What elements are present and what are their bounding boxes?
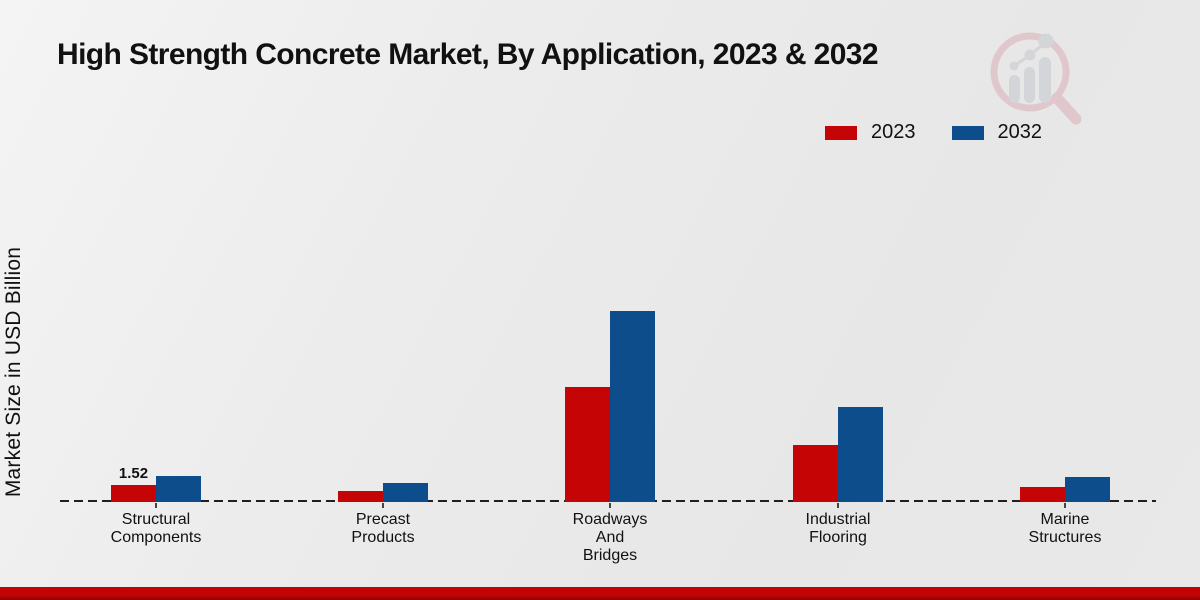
bar-2023 bbox=[793, 445, 838, 502]
logo-dot-large bbox=[1038, 33, 1054, 49]
x-axis-tick bbox=[155, 503, 157, 508]
category-label: Roadways And Bridges bbox=[572, 511, 648, 564]
bar-2023 bbox=[338, 491, 383, 502]
x-axis-tick bbox=[382, 503, 384, 508]
logo-dot-small bbox=[1009, 61, 1019, 71]
footer-strip bbox=[0, 587, 1200, 600]
legend-swatch-2032 bbox=[951, 125, 984, 140]
bar-2032 bbox=[610, 311, 655, 502]
bar-2032 bbox=[1065, 477, 1110, 502]
category-label: Marine Structures bbox=[1028, 511, 1102, 546]
x-axis-tick bbox=[1064, 503, 1066, 508]
legend-swatch-2023 bbox=[825, 125, 857, 140]
x-axis-tick bbox=[837, 503, 839, 508]
category-label: Structural Components bbox=[110, 511, 202, 546]
legend: 2023 2032 bbox=[825, 121, 1042, 144]
logo-bar-medium bbox=[1024, 67, 1035, 103]
magnifier-handle bbox=[1051, 92, 1082, 125]
magnifier-ring bbox=[990, 32, 1070, 112]
legend-item-2032: 2032 bbox=[951, 121, 1043, 144]
logo-bar-small bbox=[1009, 75, 1020, 103]
logo-dot-medium bbox=[1024, 49, 1036, 61]
category-label: Precast Products bbox=[351, 511, 415, 546]
bar-2023 bbox=[1020, 487, 1065, 502]
bar-2032 bbox=[383, 483, 428, 502]
magnifier-bar-chart-logo bbox=[990, 32, 1082, 125]
category-label: Industrial Flooring bbox=[805, 511, 871, 546]
bar-2023 bbox=[111, 485, 156, 502]
bar-2023 bbox=[565, 387, 610, 502]
legend-label-2032: 2032 bbox=[997, 121, 1043, 143]
logo-bar-large bbox=[1039, 57, 1051, 103]
bar-2032 bbox=[156, 476, 201, 502]
y-axis-title: Market Size in USD Billion bbox=[2, 246, 25, 498]
chart-title: High Strength Concrete Market, By Applic… bbox=[57, 38, 879, 71]
legend-item-2023: 2023 bbox=[825, 121, 916, 144]
bar-2032 bbox=[838, 407, 883, 502]
legend-label-2023: 2023 bbox=[871, 121, 916, 143]
bar-value-label: 1.52 bbox=[118, 465, 149, 482]
x-axis-tick bbox=[609, 503, 611, 508]
